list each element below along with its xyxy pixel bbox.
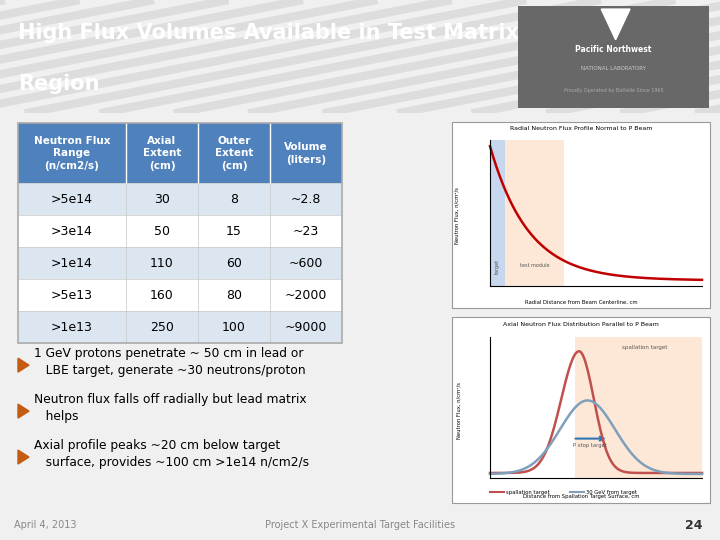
Text: Region: Region [18,73,99,94]
Text: 50: 50 [154,225,170,238]
Text: Outer
Extent
(cm): Outer Extent (cm) [215,136,253,171]
FancyBboxPatch shape [198,247,270,279]
Text: 60: 60 [226,256,242,270]
FancyBboxPatch shape [198,183,270,215]
Text: Project X Experimental Target Facilities: Project X Experimental Target Facilities [265,520,455,530]
Text: ~23: ~23 [293,225,319,238]
Text: >1e13: >1e13 [51,321,93,334]
Polygon shape [18,358,29,372]
FancyBboxPatch shape [270,311,342,343]
FancyBboxPatch shape [270,215,342,247]
FancyBboxPatch shape [505,140,564,286]
Text: April 4, 2013: April 4, 2013 [14,520,77,530]
FancyBboxPatch shape [490,140,505,286]
FancyBboxPatch shape [18,311,126,343]
FancyBboxPatch shape [18,123,126,183]
Text: Proudly Operated by Battelle Since 1965: Proudly Operated by Battelle Since 1965 [564,89,663,93]
FancyBboxPatch shape [198,123,270,183]
FancyBboxPatch shape [270,247,342,279]
Text: 160: 160 [150,289,174,302]
Text: Neutron Flux
Range
(n/cm2/s): Neutron Flux Range (n/cm2/s) [34,136,110,171]
FancyBboxPatch shape [270,279,342,311]
FancyBboxPatch shape [198,311,270,343]
Text: 30: 30 [154,193,170,206]
FancyBboxPatch shape [575,337,702,478]
Text: 100: 100 [222,321,246,334]
Text: ~9000: ~9000 [285,321,327,334]
Polygon shape [18,404,29,418]
Text: Axial profile peaks ~20 cm below target
   surface, provides ~100 cm >1e14 n/cm2: Axial profile peaks ~20 cm below target … [34,439,309,469]
Text: P stop target: P stop target [572,443,607,448]
Text: test module: test module [520,263,549,268]
Polygon shape [18,450,29,464]
Text: 80: 80 [226,289,242,302]
Text: 8: 8 [230,193,238,206]
Text: NATIONAL LABORATORY: NATIONAL LABORATORY [581,66,646,71]
FancyBboxPatch shape [18,279,126,311]
Text: target: target [495,259,500,274]
Text: 250: 250 [150,321,174,334]
Text: Radial Distance from Beam Centerline, cm: Radial Distance from Beam Centerline, cm [525,300,637,305]
Text: High Flux Volumes Available in Test Matrix: High Flux Volumes Available in Test Matr… [18,23,519,43]
FancyBboxPatch shape [452,317,710,503]
FancyBboxPatch shape [18,247,126,279]
FancyBboxPatch shape [270,183,342,215]
Text: >1e14: >1e14 [51,256,93,270]
Text: 110: 110 [150,256,174,270]
Text: Neutron Flux, n/cm²/s: Neutron Flux, n/cm²/s [456,382,462,438]
FancyBboxPatch shape [452,123,710,308]
Text: Neutron flux falls off radially but lead matrix
   helps: Neutron flux falls off radially but lead… [34,393,307,423]
Text: 24: 24 [685,518,702,532]
FancyBboxPatch shape [18,183,126,215]
Text: 15: 15 [226,225,242,238]
FancyBboxPatch shape [198,279,270,311]
Text: >5e13: >5e13 [51,289,93,302]
Text: >3e14: >3e14 [51,225,93,238]
Text: spallation target: spallation target [506,490,549,495]
Text: Axial
Extent
(cm): Axial Extent (cm) [143,136,181,171]
FancyBboxPatch shape [126,123,198,183]
FancyBboxPatch shape [198,215,270,247]
Text: Pacific Northwest: Pacific Northwest [575,45,652,55]
Text: spallation target: spallation target [622,345,667,350]
FancyArrowPatch shape [575,437,603,441]
Polygon shape [601,9,630,40]
FancyBboxPatch shape [18,215,126,247]
Text: Volume
(liters): Volume (liters) [284,142,328,165]
Text: Axial Neutron Flux Distribution Parallel to P Beam: Axial Neutron Flux Distribution Parallel… [503,322,659,327]
Text: ~600: ~600 [289,256,323,270]
Text: 1 GeV protons penetrate ~ 50 cm in lead or
   LBE target, generate ~30 neutrons/: 1 GeV protons penetrate ~ 50 cm in lead … [34,347,305,377]
Text: ~2000: ~2000 [285,289,327,302]
Text: >5e14: >5e14 [51,193,93,206]
FancyBboxPatch shape [126,183,198,215]
Text: Distance from Spallation Target Surface, cm: Distance from Spallation Target Surface,… [523,494,639,499]
FancyBboxPatch shape [126,215,198,247]
FancyBboxPatch shape [518,5,709,107]
Text: Radial Neutron Flux Profile Normal to P Beam: Radial Neutron Flux Profile Normal to P … [510,126,652,131]
FancyBboxPatch shape [270,123,342,183]
FancyBboxPatch shape [126,247,198,279]
Text: Neutron Flux, n/cm²/s: Neutron Flux, n/cm²/s [454,187,459,244]
Text: 30 GeV from target: 30 GeV from target [586,490,637,495]
Text: ~2.8: ~2.8 [291,193,321,206]
FancyBboxPatch shape [126,279,198,311]
FancyBboxPatch shape [126,311,198,343]
